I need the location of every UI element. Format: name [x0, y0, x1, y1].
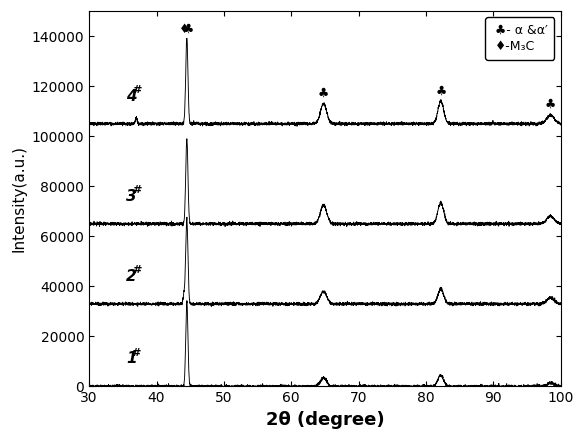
Text: 2: 2	[126, 269, 137, 284]
Text: ♦: ♦	[178, 23, 190, 36]
X-axis label: 2θ (degree): 2θ (degree)	[266, 411, 384, 429]
Text: ♣: ♣	[545, 98, 556, 111]
Text: 4: 4	[126, 89, 137, 104]
Text: #: #	[132, 185, 142, 195]
Y-axis label: Intensity(a.u.): Intensity(a.u.)	[11, 145, 26, 252]
Text: ♣: ♣	[435, 84, 446, 97]
Text: ♣: ♣	[318, 87, 329, 100]
Legend: ♣- α &α′, ♦-M₃C: ♣- α &α′, ♦-M₃C	[486, 17, 555, 59]
Text: 3: 3	[126, 189, 137, 204]
Text: ♣: ♣	[183, 23, 194, 36]
Text: #: #	[132, 348, 141, 358]
Text: #: #	[132, 265, 142, 275]
Text: 1: 1	[126, 352, 137, 367]
Text: #: #	[132, 85, 142, 95]
